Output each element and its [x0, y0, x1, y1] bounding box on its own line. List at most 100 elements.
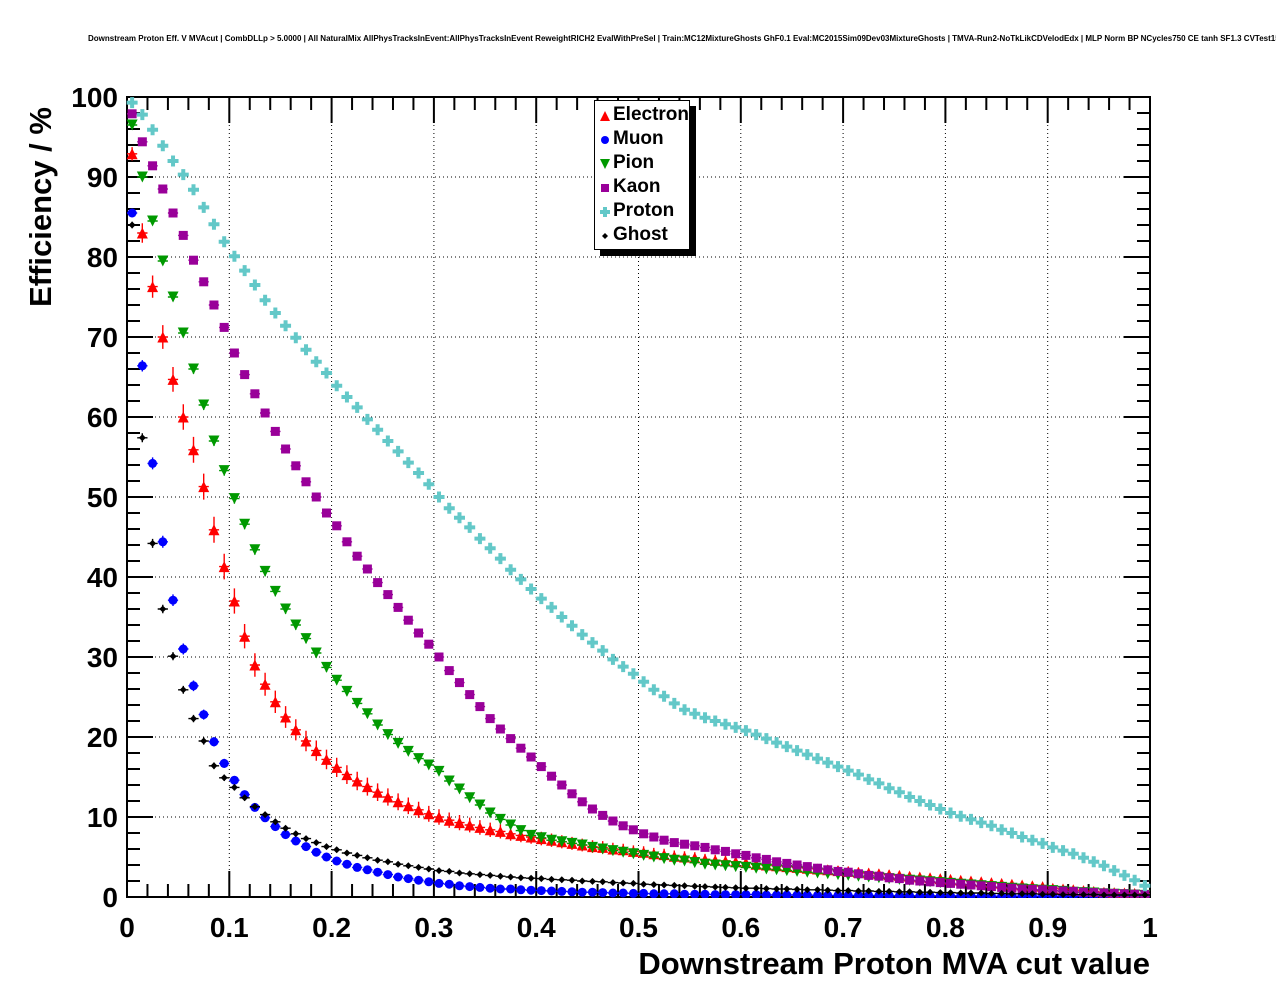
data-point-marker — [577, 887, 587, 897]
data-point-marker — [1026, 834, 1038, 846]
data-point-marker — [1058, 886, 1068, 896]
data-point-marker — [638, 676, 650, 688]
data-point-marker — [1059, 891, 1067, 898]
data-point-marker — [136, 227, 148, 239]
data-point-marker — [352, 862, 362, 872]
data-point-marker — [802, 890, 812, 898]
data-point-marker — [424, 639, 434, 649]
data-point-marker — [578, 877, 586, 885]
data-point-marker — [874, 871, 884, 881]
data-point-marker — [732, 884, 740, 892]
data-point-marker — [148, 458, 158, 468]
data-point-marker — [251, 803, 259, 811]
data-point-marker — [792, 860, 802, 870]
data-point-marker — [495, 724, 505, 734]
data-point-marker — [485, 883, 495, 893]
data-point-marker — [218, 561, 230, 573]
data-point-marker — [147, 281, 159, 293]
data-point-marker — [178, 230, 188, 240]
data-point-marker — [670, 881, 678, 889]
data-point-marker — [423, 808, 435, 820]
data-point-marker — [668, 697, 680, 709]
data-point-marker — [228, 250, 240, 262]
data-point-marker — [608, 816, 618, 826]
data-point-marker — [433, 491, 445, 503]
data-point-marker — [199, 710, 209, 720]
data-point-marker — [865, 887, 873, 895]
data-point-marker — [935, 878, 945, 888]
data-point-marker — [361, 708, 373, 720]
data-point-marker — [975, 817, 987, 829]
data-point-marker — [505, 564, 517, 576]
data-point-marker — [689, 708, 701, 720]
data-point-marker — [577, 797, 587, 807]
data-point-marker — [576, 839, 588, 851]
data-point-marker — [536, 886, 546, 896]
data-point-marker — [198, 399, 210, 411]
data-point-marker — [382, 791, 394, 803]
data-point-marker — [280, 320, 292, 332]
data-point-marker — [628, 825, 638, 835]
data-point-marker — [791, 745, 803, 757]
data-point-marker — [445, 867, 453, 875]
data-point-marker — [249, 659, 261, 671]
data-point-marker — [617, 846, 629, 858]
cross-marker-icon — [600, 207, 610, 217]
data-point-marker — [393, 872, 403, 882]
data-point-marker — [854, 887, 862, 895]
data-point-marker — [977, 889, 985, 897]
data-point-marker — [484, 542, 496, 554]
data-point-marker — [814, 886, 822, 894]
data-point-marker — [926, 888, 934, 896]
data-point-marker — [967, 889, 975, 897]
data-point-marker — [241, 794, 249, 802]
x-tick-label: 1 — [1142, 912, 1158, 943]
data-point-marker — [198, 481, 210, 493]
data-point-marker — [1017, 884, 1027, 894]
data-point-marker — [157, 255, 169, 267]
data-point-marker — [1088, 856, 1100, 868]
data-point-marker — [466, 870, 474, 878]
data-point-marker — [239, 518, 251, 530]
data-point-marker — [229, 348, 239, 358]
data-point-marker — [649, 832, 659, 842]
data-point-marker — [506, 734, 516, 744]
data-point-marker — [535, 832, 547, 844]
data-point-marker — [945, 807, 957, 819]
data-point-marker — [957, 889, 965, 897]
data-point-marker — [157, 331, 169, 343]
data-point-marker — [546, 601, 558, 613]
x-tick-label: 0.8 — [926, 912, 965, 943]
data-point-marker — [332, 856, 342, 866]
data-point-marker — [679, 855, 691, 867]
series-electron — [126, 147, 1150, 898]
data-point-marker — [720, 846, 730, 856]
data-point-marker — [852, 769, 864, 781]
data-point-marker — [627, 848, 639, 860]
data-point-marker — [782, 890, 792, 898]
y-tick-label: 60 — [87, 402, 118, 433]
data-point-marker — [658, 690, 670, 702]
data-point-marker — [730, 721, 742, 733]
data-point-marker — [127, 109, 137, 119]
data-point-marker — [556, 836, 568, 848]
data-point-marker — [600, 159, 610, 169]
data-point-marker — [567, 887, 577, 897]
data-point-marker — [361, 781, 373, 793]
data-point-marker — [259, 294, 271, 306]
triangle-down-marker-icon — [600, 159, 610, 169]
data-point-marker — [618, 821, 628, 831]
data-point-marker — [188, 681, 198, 691]
data-point-marker — [1048, 886, 1058, 896]
data-point-marker — [905, 875, 915, 885]
data-point-marker — [229, 775, 239, 785]
data-point-marker — [956, 879, 966, 889]
data-point-marker — [997, 882, 1007, 892]
data-point-marker — [567, 789, 577, 799]
data-point-marker — [220, 774, 228, 782]
legend-label: Electron — [613, 104, 690, 125]
data-point-marker — [700, 889, 710, 898]
data-point-marker — [218, 465, 230, 477]
data-point-marker — [414, 875, 424, 885]
data-point-marker — [558, 876, 566, 884]
